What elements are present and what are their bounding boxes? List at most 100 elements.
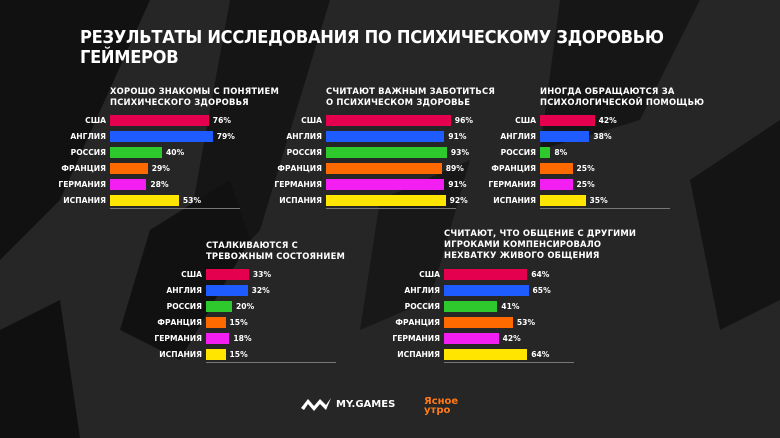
- bar: [540, 163, 573, 174]
- category-label: РОССИЯ: [404, 302, 440, 311]
- category-label: ИСПАНИЯ: [159, 350, 202, 359]
- data-label: 41%: [501, 302, 520, 311]
- bar: [326, 147, 447, 158]
- data-label: 25%: [576, 180, 595, 189]
- bar: [206, 269, 249, 280]
- data-label: 29%: [151, 164, 170, 173]
- data-label: 42%: [502, 334, 521, 343]
- bar: [326, 163, 442, 174]
- bar: [206, 317, 226, 328]
- bar: [444, 285, 529, 296]
- data-label: 42%: [598, 116, 617, 125]
- data-label: 35%: [589, 196, 608, 205]
- category-label: РОССИЯ: [166, 302, 202, 311]
- category-label: РОССИЯ: [500, 148, 536, 157]
- data-label: 76%: [212, 116, 231, 125]
- category-label: РОССИЯ: [286, 148, 322, 157]
- category-label: ГЕРМАНИЯ: [154, 334, 202, 343]
- axis-line: [110, 208, 240, 209]
- bar: [444, 269, 528, 280]
- category-label: США: [85, 116, 106, 125]
- category-label: ГЕРМАНИЯ: [58, 180, 106, 189]
- data-label: 32%: [251, 286, 270, 295]
- axis-line: [326, 208, 456, 209]
- bar: [206, 285, 248, 296]
- category-label: ФРАНЦИЯ: [157, 318, 202, 327]
- data-label: 18%: [233, 334, 252, 343]
- data-label: 53%: [516, 318, 536, 327]
- category-label: ГЕРМАНИЯ: [392, 334, 440, 343]
- mygames-logo-icon: [301, 398, 331, 411]
- data-label: 15%: [229, 318, 248, 327]
- axis-line: [444, 362, 574, 363]
- data-label: 65%: [532, 286, 551, 295]
- bar: [540, 131, 590, 142]
- bar: [444, 317, 513, 328]
- bar: [540, 147, 551, 158]
- category-label: ФРАНЦИЯ: [395, 318, 440, 327]
- bar: [326, 115, 451, 126]
- bar: [540, 179, 573, 190]
- bar: [206, 333, 230, 344]
- chart-title: ИНОГДА ОБРАЩАЮТСЯ ЗА ПСИХОЛОГИЧЕСКОЙ ПОМ…: [540, 86, 705, 107]
- bar: [110, 179, 147, 190]
- data-label: 53%: [182, 196, 202, 205]
- category-label: АНГЛИЯ: [404, 286, 440, 295]
- data-label: 91%: [448, 132, 467, 141]
- data-label: 33%: [252, 270, 272, 279]
- data-label: 64%: [531, 350, 550, 359]
- bar: [444, 301, 498, 312]
- category-label: США: [301, 116, 322, 125]
- data-label: 28%: [150, 180, 169, 189]
- chart-title: ХОРОШО ЗНАКОМЫ С ПОНЯТИЕМ ПСИХИЧЕСКОГО З…: [110, 86, 279, 107]
- data-label: 40%: [166, 148, 185, 157]
- category-label: ФРАНЦИЯ: [277, 164, 322, 173]
- bar: [110, 195, 179, 206]
- category-label: ИСПАНИЯ: [493, 196, 536, 205]
- bar: [206, 301, 232, 312]
- data-label: 89%: [445, 164, 464, 173]
- chart-title: СТАЛКИВАЮТСЯ С ТРЕВОЖНЫМ СОСТОЯНИЕМ: [206, 240, 346, 261]
- category-label: АНГЛИЯ: [286, 132, 322, 141]
- category-label: ГЕРМАНИЯ: [274, 180, 322, 189]
- data-label: 20%: [236, 302, 255, 311]
- yasnoe-utro-logo: Ясное утро: [424, 396, 459, 416]
- data-label: 15%: [229, 350, 248, 359]
- category-label: АНГЛИЯ: [70, 132, 106, 141]
- data-label: 64%: [531, 270, 550, 279]
- category-label: ИСПАНИЯ: [279, 196, 322, 205]
- axis-line: [540, 208, 670, 209]
- bar: [110, 115, 209, 126]
- chart-title: СЧИТАЮТ, ЧТО ОБЩЕНИЕ С ДРУГИМИ ИГРОКАМИ …: [444, 228, 637, 260]
- data-label: 38%: [593, 132, 612, 141]
- bar: [444, 349, 528, 360]
- data-label: 25%: [576, 164, 595, 173]
- bar: [110, 163, 148, 174]
- bar: [110, 147, 162, 158]
- bar: [110, 131, 213, 142]
- category-label: ФРАНЦИЯ: [61, 164, 106, 173]
- bar: [326, 131, 445, 142]
- category-label: АНГЛИЯ: [500, 132, 536, 141]
- axis-line: [206, 362, 336, 363]
- data-label: 93%: [450, 148, 470, 157]
- data-label: 79%: [216, 132, 235, 141]
- category-label: США: [515, 116, 536, 125]
- category-label: ГЕРМАНИЯ: [488, 180, 536, 189]
- data-label: 8%: [554, 148, 568, 157]
- bar: [326, 195, 446, 206]
- category-label: США: [181, 270, 202, 279]
- category-label: РОССИЯ: [70, 148, 106, 157]
- bar: [540, 195, 586, 206]
- category-label: ФРАНЦИЯ: [491, 164, 536, 173]
- data-label: 96%: [454, 116, 473, 125]
- category-label: ИСПАНИЯ: [63, 196, 106, 205]
- chart-title: СЧИТАЮТ ВАЖНЫМ ЗАБОТИТЬСЯ О ПСИХИЧЕСКОМ …: [326, 86, 495, 107]
- data-label: 92%: [449, 196, 468, 205]
- category-label: США: [419, 270, 440, 279]
- category-label: ИСПАНИЯ: [397, 350, 440, 359]
- bar: [206, 349, 226, 360]
- page-title: РЕЗУЛЬТАТЫ ИССЛЕДОВАНИЯ ПО ПСИХИЧЕСКОМУ …: [80, 28, 664, 68]
- mygames-logo: MY.GAMES: [300, 396, 395, 412]
- category-label: АНГЛИЯ: [166, 286, 202, 295]
